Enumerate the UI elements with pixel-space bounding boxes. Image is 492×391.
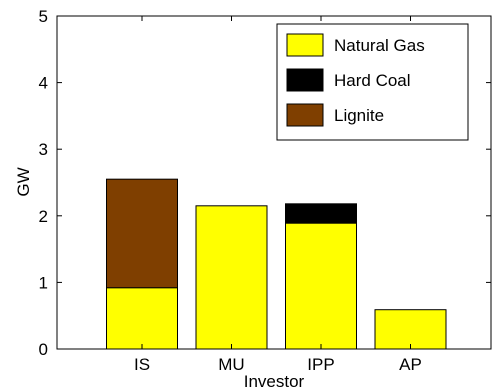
bar-ipp-natural-gas	[285, 222, 357, 350]
x-tick-label: IPP	[307, 355, 334, 374]
bar-is-natural-gas	[106, 287, 178, 350]
y-tick-label: 5	[39, 7, 48, 26]
bars-group	[106, 178, 447, 350]
y-tick-label: 2	[39, 207, 48, 226]
x-axis-label: Investor	[244, 372, 305, 391]
legend-label: Hard Coal	[334, 71, 411, 90]
x-tick-label: IS	[134, 355, 150, 374]
legend-label: Natural Gas	[334, 36, 425, 55]
legend-swatch-hard-coal	[286, 68, 324, 92]
axes-box	[56, 15, 492, 350]
axes-group	[56, 15, 492, 350]
y-tick-label: 1	[39, 273, 48, 292]
y-tick-label: 4	[39, 74, 48, 93]
y-tick-label: 0	[39, 340, 48, 359]
legend-swatch-natural-gas	[286, 33, 324, 57]
ticks-group: IS MU IPP AP 0 1 2 3 4 5	[39, 7, 491, 374]
legend-swatch-lignite	[286, 103, 324, 127]
bar-is-lignite	[106, 178, 178, 289]
y-tick-label: 3	[39, 140, 48, 159]
x-tick-label: MU	[218, 355, 244, 374]
legend: Natural Gas Hard Coal Lignite	[276, 23, 469, 141]
legend-label: Lignite	[334, 106, 384, 125]
x-tick-label: AP	[399, 355, 422, 374]
bar-ap-natural-gas	[374, 309, 447, 350]
bar-mu-natural-gas	[195, 205, 268, 350]
y-axis-label: GW	[14, 167, 33, 196]
bar-ipp-hard-coal	[285, 203, 357, 224]
